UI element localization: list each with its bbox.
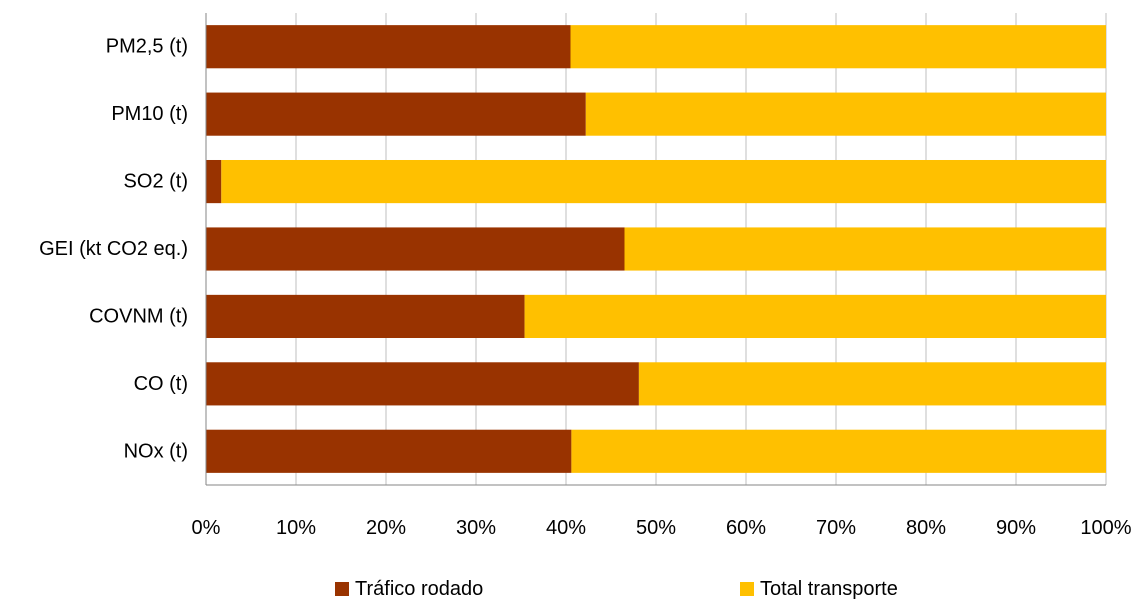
bar-total-transporte [221,159,1107,204]
category-label: SO2 (t) [124,171,188,193]
x-tick-label: 20% [366,517,406,539]
legend-swatch-trafico-rodado [335,582,349,596]
bar-trafico-rodado [206,429,572,473]
category-label: GEI (kt CO2 eq.) [39,238,188,260]
bar-trafico-rodado [206,362,639,406]
legend-label-trafico-rodado: Tráfico rodado [355,578,483,599]
legend-label-total-transporte: Total transporte [760,578,898,599]
legend-swatch-total-transporte [740,582,754,596]
bar-total-transporte [571,429,1106,473]
category-label: COVNM (t) [89,305,188,327]
bar-total-transporte [638,362,1106,406]
x-tick-label: 10% [276,517,316,539]
category-label: PM2,5 (t) [106,36,188,58]
category-label: NOx (t) [124,440,188,462]
bar-total-transporte [624,227,1106,271]
bar-trafico-rodado [206,25,571,69]
bar-total-transporte [585,92,1106,136]
bar-trafico-rodado [206,92,586,136]
category-label: CO (t) [134,373,188,395]
bar-trafico-rodado [206,294,525,339]
x-tick-label: 70% [816,517,856,539]
x-tick-label: 50% [636,517,676,539]
x-tick-label: 60% [726,517,766,539]
category-label: PM10 (t) [111,103,188,125]
x-tick-label: 80% [906,517,946,539]
x-tick-label: 40% [546,517,586,539]
bar-total-transporte [570,25,1106,69]
bar-trafico-rodado [206,227,625,271]
bar-trafico-rodado [206,159,222,204]
bar-total-transporte [524,294,1106,339]
x-tick-label: 0% [192,517,221,539]
x-tick-label: 100% [1080,517,1131,539]
x-tick-label: 30% [456,517,496,539]
x-tick-label: 90% [996,517,1036,539]
